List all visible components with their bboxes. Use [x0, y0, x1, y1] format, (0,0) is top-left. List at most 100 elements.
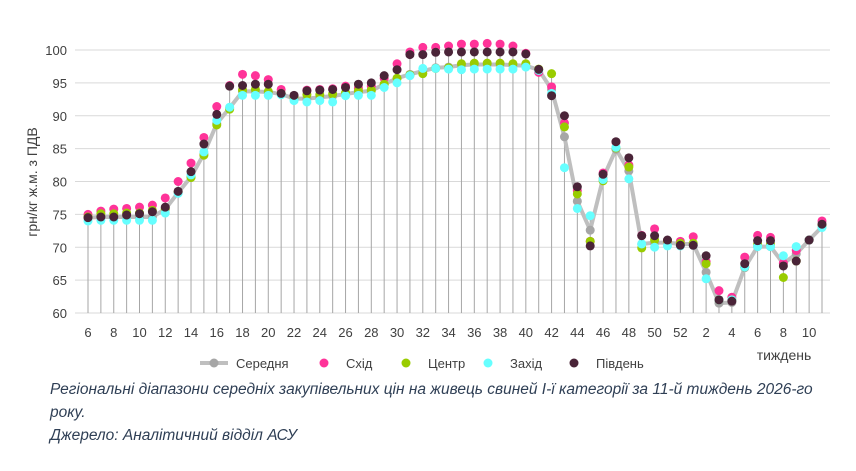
west-point — [469, 64, 479, 74]
legend: Середня Схід Центр Захід Південь — [200, 356, 644, 371]
south-point — [495, 47, 505, 57]
x-tick-label: 30 — [390, 325, 404, 340]
west-point — [135, 215, 145, 225]
y-tick-label: 90 — [53, 109, 67, 124]
x-tick-label: 6 — [84, 325, 91, 340]
south-point — [160, 202, 170, 212]
legend-label: Захід — [510, 356, 542, 371]
x-tick-label: 2 — [702, 325, 709, 340]
average-point — [701, 267, 711, 277]
south-point — [341, 82, 351, 92]
south-point — [598, 169, 608, 179]
south-point — [701, 251, 711, 261]
south-point — [366, 78, 376, 88]
center-point — [547, 69, 557, 79]
y-tick-label: 85 — [53, 142, 67, 157]
south-point — [727, 296, 737, 306]
west-point — [199, 147, 209, 157]
average-line — [87, 62, 824, 306]
y-tick-label: 95 — [53, 76, 67, 91]
x-tick-label: 40 — [519, 325, 533, 340]
chart-caption: Регіональні діапазони середніх закупівел… — [50, 378, 840, 447]
east-point — [482, 38, 492, 48]
west-point — [559, 163, 569, 173]
south-point — [559, 111, 569, 121]
south-point — [624, 153, 634, 163]
west-point — [238, 90, 248, 100]
average-point — [585, 225, 595, 235]
y-axis-label: грн/кг ж.м. з ПДВ — [24, 127, 40, 236]
x-tick-label: 28 — [364, 325, 378, 340]
x-tick-label: 16 — [210, 325, 224, 340]
south-point — [263, 79, 273, 89]
south-point — [135, 209, 145, 219]
south-point — [611, 137, 621, 147]
west-point — [624, 174, 634, 184]
x-tick-label: 42 — [544, 325, 558, 340]
legend-label: Центр — [428, 356, 465, 371]
legend-label: Схід — [346, 356, 373, 371]
south-point — [122, 210, 132, 220]
south-point — [456, 47, 466, 57]
south-point — [675, 240, 685, 250]
west-point — [456, 65, 466, 75]
west-point — [366, 90, 376, 100]
south-point — [392, 65, 402, 75]
legend-marker-icon — [319, 358, 329, 368]
west-point — [302, 97, 312, 107]
east-point — [469, 39, 479, 49]
x-tick-label: 18 — [235, 325, 249, 340]
south-point — [521, 49, 531, 59]
south-point — [778, 261, 788, 271]
west-point — [791, 242, 801, 252]
south-point — [637, 231, 647, 241]
south-point — [765, 236, 775, 246]
x-tick-label: 10 — [802, 325, 816, 340]
east-point — [495, 39, 505, 49]
x-tick-label: 50 — [647, 325, 661, 340]
south-point — [199, 139, 209, 149]
west-point — [263, 90, 273, 100]
south-point — [804, 235, 814, 245]
west-point — [405, 71, 415, 81]
west-point — [521, 62, 531, 72]
x-axis-label: тиждень — [757, 347, 812, 363]
west-point — [482, 64, 492, 74]
x-tick-label: 14 — [184, 325, 198, 340]
south-point — [714, 295, 724, 305]
east-point — [186, 158, 196, 168]
x-tick-label: 48 — [622, 325, 636, 340]
x-tick-label: 10 — [132, 325, 146, 340]
x-tick-label: 8 — [110, 325, 117, 340]
south-point — [238, 81, 248, 91]
legend-label: Південь — [596, 356, 644, 371]
west-point — [379, 82, 389, 92]
west-point — [495, 64, 505, 74]
x-tick-label: 26 — [338, 325, 352, 340]
caption-source: Джерело: Аналітичний відділ АСУ — [50, 427, 297, 444]
south-point — [688, 240, 698, 250]
x-tick-label: 38 — [493, 325, 507, 340]
south-point — [96, 212, 106, 222]
x-tick-label: 22 — [287, 325, 301, 340]
south-point — [225, 81, 235, 91]
south-point — [534, 64, 544, 74]
y-tick-label: 70 — [53, 240, 67, 255]
south-point — [650, 231, 660, 241]
west-point — [353, 90, 363, 100]
south-point — [508, 47, 518, 57]
y-tick-label: 75 — [53, 207, 67, 222]
legend-label: Середня — [236, 356, 289, 371]
south-point — [753, 236, 763, 246]
average-point — [559, 132, 569, 142]
east-point — [688, 232, 698, 242]
legend-marker-icon — [483, 358, 493, 368]
west-point — [392, 78, 402, 88]
center-point — [624, 162, 634, 172]
caption-title: Регіональні діапазони середніх закупівел… — [50, 381, 813, 421]
west-point — [778, 251, 788, 261]
south-point — [328, 84, 338, 94]
west-point — [418, 63, 428, 73]
east-point — [547, 82, 557, 92]
